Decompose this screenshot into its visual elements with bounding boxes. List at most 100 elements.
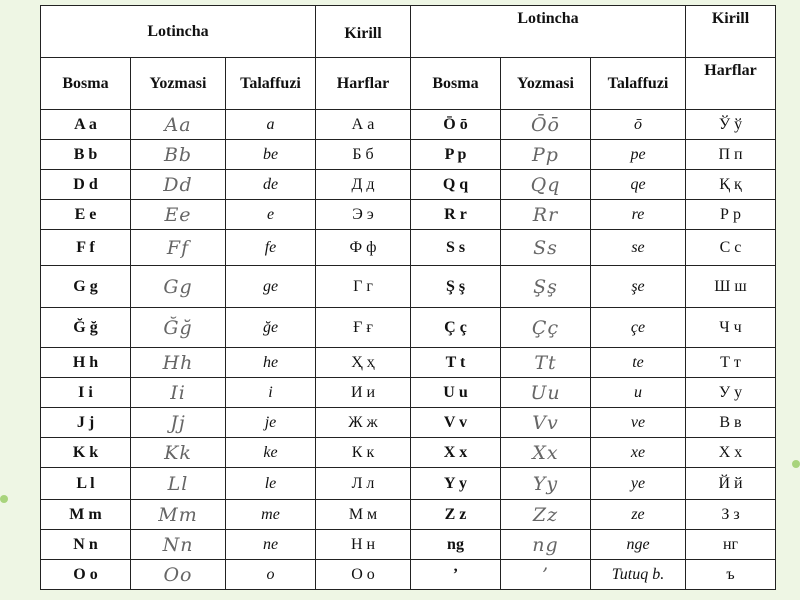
cursive-letter: Ōō <box>500 109 591 140</box>
print-letter: D d <box>40 169 131 200</box>
pronunciation: o <box>225 559 316 590</box>
print-letter: U u <box>410 377 501 408</box>
cyrillic-letter: Р р <box>685 199 776 230</box>
cyrillic-letter: О о <box>315 559 411 590</box>
print-letter: Q q <box>410 169 501 200</box>
cursive-letter: Bb <box>130 139 226 170</box>
cyrillic-letter: Ғ ғ <box>315 307 411 348</box>
cursive-letter: Ii <box>130 377 226 408</box>
cursive-letter: Hh <box>130 347 226 378</box>
cyrillic-letter: С с <box>685 229 776 266</box>
cyrillic-letter: Д д <box>315 169 411 200</box>
print-letter: Y y <box>410 467 501 500</box>
pronunciation: ye <box>590 467 686 500</box>
cursive-letter: Qq <box>500 169 591 200</box>
pronunciation: e <box>225 199 316 230</box>
decoration-dot <box>792 460 800 468</box>
print-letter: M m <box>40 499 131 530</box>
cursive-letter: Ff <box>130 229 226 266</box>
pronunciation: je <box>225 407 316 438</box>
print-letter: O o <box>40 559 131 590</box>
print-letter: P p <box>410 139 501 170</box>
print-letter: A a <box>40 109 131 140</box>
print-letter: Ş ş <box>410 265 501 308</box>
pronunciation: çe <box>590 307 686 348</box>
table-row: O o Oo o О о’’ Tutuq b. ъ <box>40 559 776 590</box>
cyrillic-letter: Ў ў <box>685 109 776 140</box>
pronunciation: re <box>590 199 686 230</box>
header-kirill-left: Kirill <box>315 5 411 58</box>
cyrillic-letter: Ш ш <box>685 265 776 308</box>
print-letter: G g <box>40 265 131 308</box>
cyrillic-letter: Г г <box>315 265 411 308</box>
pronunciation: se <box>590 229 686 266</box>
table-row: N n Nn ne Н н ng ng nge нг <box>40 529 776 560</box>
print-letter: X x <box>410 437 501 468</box>
cyrillic-letter: Н н <box>315 529 411 560</box>
print-letter: L l <box>40 467 131 500</box>
pronunciation: şe <box>590 265 686 308</box>
cursive-letter: Çç <box>500 307 591 348</box>
pronunciation: de <box>225 169 316 200</box>
cursive-letter: Pp <box>500 139 591 170</box>
pronunciation: ō <box>590 109 686 140</box>
pronunciation: ve <box>590 407 686 438</box>
print-letter: K k <box>40 437 131 468</box>
print-letter: N n <box>40 529 131 560</box>
column-header-harflar: Harflar <box>685 57 776 110</box>
cyrillic-letter: Т т <box>685 347 776 378</box>
cursive-letter: Ee <box>130 199 226 230</box>
pronunciation: xe <box>590 437 686 468</box>
print-letter: H h <box>40 347 131 378</box>
cursive-letter: Ğğ <box>130 307 226 348</box>
print-letter: Ç ç <box>410 307 501 348</box>
cyrillic-letter: Ч ч <box>685 307 776 348</box>
pronunciation: ge <box>225 265 316 308</box>
cyrillic-letter: ъ <box>685 559 776 590</box>
pronunciation: le <box>225 467 316 500</box>
cyrillic-letter: Б б <box>315 139 411 170</box>
cursive-letter: ’ <box>500 559 591 590</box>
cyrillic-letter: М м <box>315 499 411 530</box>
column-header-yozmasi: Yozmasi <box>130 57 226 110</box>
cursive-letter: Zz <box>500 499 591 530</box>
cursive-letter: Gg <box>130 265 226 308</box>
print-letter: R r <box>410 199 501 230</box>
print-letter: S s <box>410 229 501 266</box>
pronunciation: pe <box>590 139 686 170</box>
print-letter: I i <box>40 377 131 408</box>
cyrillic-letter: У у <box>685 377 776 408</box>
print-letter: ng <box>410 529 501 560</box>
header-lotincha-left: Lotincha <box>40 5 316 58</box>
cursive-letter: Uu <box>500 377 591 408</box>
pronunciation: fe <box>225 229 316 266</box>
cursive-letter: Şş <box>500 265 591 308</box>
cyrillic-letter: Қ қ <box>685 169 776 200</box>
header-lotincha-right: Lotincha <box>410 5 686 58</box>
cursive-letter: Jj <box>130 407 226 438</box>
cyrillic-letter: Э э <box>315 199 411 230</box>
column-header-bosma: Bosma <box>410 57 501 110</box>
cyrillic-letter: Ҳ ҳ <box>315 347 411 378</box>
pronunciation: he <box>225 347 316 378</box>
pronunciation: u <box>590 377 686 408</box>
pronunciation: ğe <box>225 307 316 348</box>
cyrillic-letter: Й й <box>685 467 776 500</box>
cursive-letter: ng <box>500 529 591 560</box>
pronunciation: be <box>225 139 316 170</box>
cyrillic-letter: нг <box>685 529 776 560</box>
cyrillic-letter: Ж ж <box>315 407 411 438</box>
cursive-letter: Ll <box>130 467 226 500</box>
print-letter: B b <box>40 139 131 170</box>
print-letter: J j <box>40 407 131 438</box>
pronunciation: qe <box>590 169 686 200</box>
alphabet-table: Lotincha Kirill Lotincha Kirill Bosma Yoz… <box>40 5 776 590</box>
